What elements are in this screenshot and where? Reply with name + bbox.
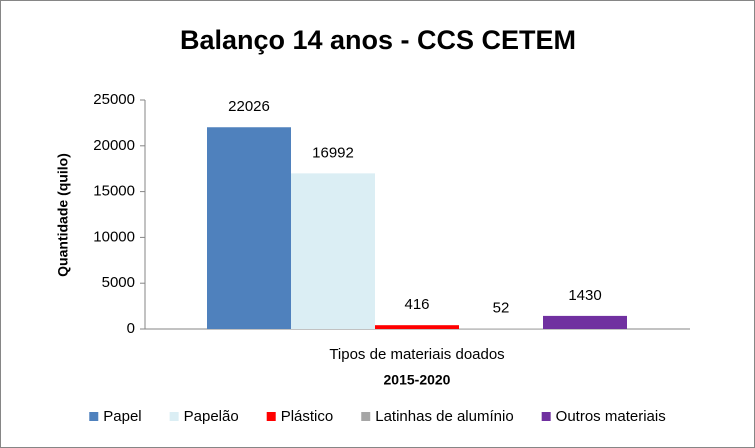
legend-label: Outros materiais <box>556 408 666 425</box>
x-tick-label: Tipos de materiais doados <box>329 346 504 363</box>
legend-swatch <box>89 412 99 421</box>
y-axis-label: Quantidade (quilo) <box>55 153 71 277</box>
x-axis-label: 2015-2020 <box>384 372 451 388</box>
legend-swatch <box>541 412 551 421</box>
y-tick-label: 10000 <box>93 228 135 245</box>
legend-swatch <box>266 412 276 421</box>
legend-label: Papelão <box>184 408 239 425</box>
y-tick-label: 0 <box>127 320 135 337</box>
bar <box>291 173 375 329</box>
legend-swatch <box>361 412 371 421</box>
bar <box>543 315 627 329</box>
legend-label: Latinhas de alumínio <box>375 408 513 425</box>
y-tick-label: 25000 <box>93 91 135 108</box>
legend-label: Plástico <box>281 408 334 425</box>
y-tick-label: 20000 <box>93 137 135 154</box>
chart-title: Balanço 14 anos - CCS CETEM <box>180 25 576 55</box>
bar <box>375 325 459 329</box>
data-label: 52 <box>493 299 510 316</box>
data-label: 1430 <box>568 287 601 304</box>
data-label: 16992 <box>312 144 354 161</box>
bar <box>207 127 291 329</box>
data-label: 416 <box>404 296 429 313</box>
y-tick-label: 5000 <box>102 274 135 291</box>
y-tick-label: 15000 <box>93 183 135 200</box>
legend-label: Papel <box>103 408 141 425</box>
legend-swatch <box>169 412 179 421</box>
data-label: 22026 <box>228 98 270 115</box>
